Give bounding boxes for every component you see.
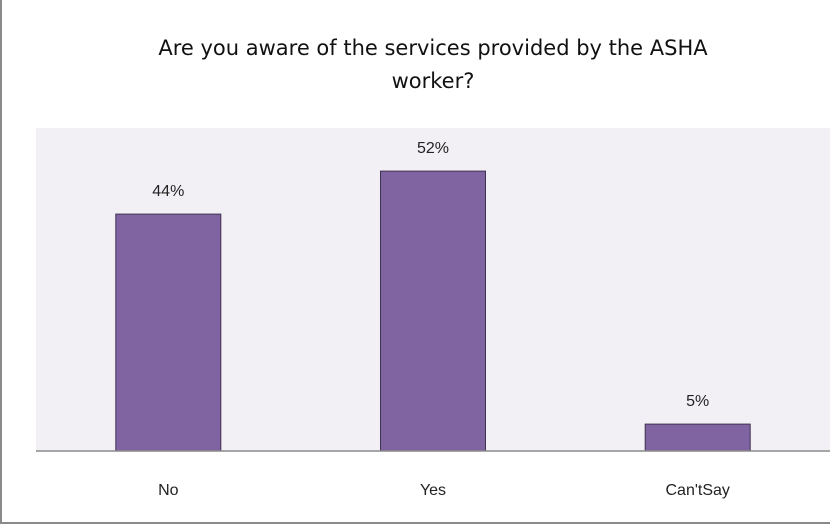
category-label: No — [158, 482, 179, 499]
category-label: Can'tSay — [665, 482, 729, 499]
chart-title-line-1: Are you aware of the services provided b… — [158, 36, 708, 60]
bars-group: 44% No 52% Yes 5% Can'tSay — [115, 140, 751, 499]
bar-yes — [380, 170, 486, 452]
chart-title-line-2: worker? — [392, 69, 475, 93]
category-label: Yes — [420, 482, 446, 499]
data-label: 52% — [417, 140, 449, 157]
data-label: 44% — [152, 183, 184, 200]
bar-can-tsay — [644, 423, 751, 452]
bar-no — [115, 213, 222, 452]
data-label: 5% — [686, 393, 709, 410]
